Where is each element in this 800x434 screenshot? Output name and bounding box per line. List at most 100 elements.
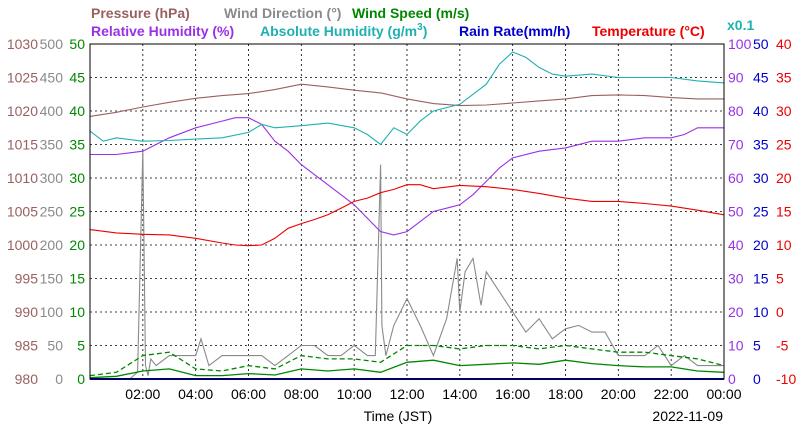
wind-direction-tick-label: 450 — [40, 70, 64, 86]
relative-humidity-tick-label: 0 — [728, 371, 736, 387]
relative-humidity-tick-label: 70 — [728, 137, 744, 153]
pressure-tick-label: 1025 — [7, 70, 38, 86]
pressure-tick-label: 1015 — [7, 137, 38, 153]
temperature-tick-label: 40 — [776, 36, 792, 52]
legend-wind-direction: Wind Direction (°) — [224, 5, 341, 21]
wind-direction-tick-label: 400 — [40, 103, 64, 119]
temperature-tick-label: 20 — [776, 170, 792, 186]
x-tick-label: 02:00 — [125, 386, 160, 402]
relative-humidity-tick-label: 90 — [728, 70, 744, 86]
legend-wind-speed: Wind Speed (m/s) — [352, 5, 469, 21]
pressure-tick-label: 995 — [15, 271, 39, 287]
legend-absolute-humidity-label: Absolute Humidity (g/m — [260, 23, 417, 39]
wind-direction-tick-label: 200 — [40, 237, 64, 253]
plot-frame — [89, 43, 725, 380]
relative-humidity-tick-label: 40 — [728, 237, 744, 253]
chart-date: 2022-11-09 — [652, 408, 723, 424]
wind-direction-tick-label: 500 — [40, 36, 64, 52]
pressure-tick-label: 1030 — [7, 36, 38, 52]
relative-humidity-tick-label: 60 — [728, 170, 744, 186]
relative-humidity-tick-label: 50 — [728, 204, 744, 220]
wind-direction-tick-label: 100 — [40, 304, 64, 320]
rain-rate-tick-label: 5 — [753, 338, 761, 354]
legend-rain-rate: Rain Rate(mm/h) — [459, 23, 570, 39]
relative-humidity-tick-label: 20 — [728, 304, 744, 320]
x-tick-label: 18:00 — [548, 386, 583, 402]
legend-absolute-humidity: Absolute Humidity (g/m3) — [260, 22, 427, 39]
series-wind-speed-solid — [89, 359, 725, 379]
rain-rate-tick-label: 20 — [753, 237, 769, 253]
series-temperature — [89, 184, 725, 247]
temperature-tick-label: -5 — [776, 338, 789, 354]
temperature-tick-label: 30 — [776, 103, 792, 119]
pressure-tick-label: 1010 — [7, 170, 38, 186]
series-wind-direction — [90, 151, 724, 380]
series-wind-speed-dashed — [89, 344, 725, 377]
rain-rate-tick-label: 10 — [753, 304, 769, 320]
relative-humidity-tick-label: 10 — [728, 338, 744, 354]
x-tick-label: 04:00 — [178, 386, 213, 402]
x-tick-label: 10:00 — [337, 386, 372, 402]
x-tick-label: 20:00 — [601, 386, 636, 402]
wind-speed-tick-label: 35 — [69, 137, 85, 153]
pressure-tick-label: 1020 — [7, 103, 38, 119]
temperature-tick-label: -10 — [776, 371, 796, 387]
series-relative-humidity — [90, 117, 724, 236]
x-tick-label: 22:00 — [654, 386, 689, 402]
temperature-tick-label: 35 — [776, 70, 792, 86]
x-tick-label: 00:00 — [706, 386, 741, 402]
x-tick-label: 14:00 — [442, 386, 477, 402]
wind-speed-tick-label: 5 — [77, 338, 85, 354]
x-tick-label: 06:00 — [231, 386, 266, 402]
rain-rate-tick-label: 15 — [753, 271, 769, 287]
rain-rate-tick-label: 45 — [753, 70, 769, 86]
x-tick-label: 16:00 — [495, 386, 530, 402]
series-pressure — [89, 83, 724, 117]
wind-speed-tick-label: 15 — [69, 271, 85, 287]
x-tick-label: 08:00 — [284, 386, 319, 402]
x-tick-label: 12:00 — [389, 386, 424, 402]
relative-humidity-tick-label: 100 — [728, 36, 752, 52]
wind-direction-tick-label: 0 — [55, 371, 63, 387]
wind-speed-tick-label: 50 — [69, 36, 85, 52]
wind-speed-tick-label: 30 — [69, 170, 85, 186]
legend-multiplier: x0.1 — [727, 17, 754, 33]
rain-rate-tick-label: 50 — [753, 36, 769, 52]
legend-relative-humidity: Relative Humidity (%) — [91, 23, 234, 39]
wind-speed-tick-label: 45 — [69, 70, 85, 86]
x-axis-label: Time (JST) — [364, 408, 433, 424]
temperature-tick-label: 25 — [776, 137, 792, 153]
rain-rate-tick-label: 0 — [753, 371, 761, 387]
rain-rate-tick-label: 25 — [753, 204, 769, 220]
wind-direction-tick-label: 250 — [40, 204, 64, 220]
wind-speed-tick-label: 0 — [77, 371, 85, 387]
wind-speed-tick-label: 40 — [69, 103, 85, 119]
legend-absolute-humidity-sup: 3 — [417, 22, 423, 33]
rain-rate-tick-label: 35 — [753, 137, 769, 153]
wind-direction-tick-label: 350 — [40, 137, 64, 153]
rain-rate-tick-label: 30 — [753, 170, 769, 186]
axis-ticks-layer: 02:00 04:00 06:00 08:00 10:00 12:00 14:00 16:00… — [7, 36, 797, 402]
pressure-tick-label: 985 — [15, 338, 39, 354]
legend-temperature: Temperature (°C) — [592, 23, 705, 39]
grid-layer — [90, 44, 724, 379]
rain-rate-tick-label: 40 — [753, 103, 769, 119]
relative-humidity-tick-label: 80 — [728, 103, 744, 119]
pressure-tick-label: 1005 — [7, 204, 38, 220]
wind-direction-tick-label: 50 — [47, 338, 63, 354]
wind-speed-tick-label: 25 — [69, 204, 85, 220]
pressure-tick-label: 980 — [15, 371, 39, 387]
temperature-tick-label: 5 — [776, 271, 784, 287]
temperature-tick-label: 10 — [776, 237, 792, 253]
legend-absolute-humidity-close: ) — [423, 23, 428, 39]
relative-humidity-tick-label: 30 — [728, 271, 744, 287]
wind-speed-tick-label: 10 — [69, 304, 85, 320]
wind-speed-tick-label: 20 — [69, 237, 85, 253]
temperature-tick-label: 0 — [776, 304, 784, 320]
temperature-tick-label: 15 — [776, 204, 792, 220]
pressure-tick-label: 990 — [15, 304, 39, 320]
series-absolute-humidity — [89, 51, 725, 146]
pressure-tick-label: 1000 — [7, 237, 38, 253]
legend-pressure: Pressure (hPa) — [91, 5, 190, 21]
